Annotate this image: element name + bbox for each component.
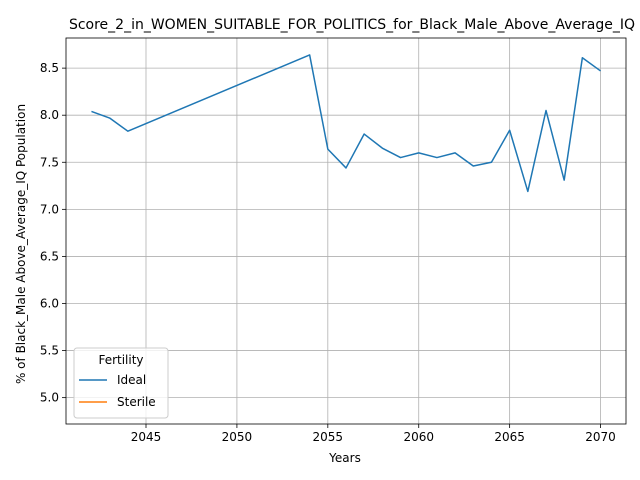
- legend-label-sterile: Sterile: [117, 395, 156, 409]
- x-axis-label: Years: [328, 451, 361, 465]
- legend-entries: Ideal Sterile: [79, 373, 156, 409]
- y-tick-label: 7.0: [40, 202, 59, 216]
- series-layer: [91, 54, 601, 193]
- series-line-ideal: [91, 54, 601, 193]
- y-axis-label: % of Black_Male Above_Average_IQ Populat…: [14, 104, 28, 384]
- y-tick-label: 8.0: [40, 108, 59, 122]
- legend-box: [73, 347, 169, 419]
- x-axis-ticks: 2045 2050 2055 2060 2065 2070: [131, 424, 616, 444]
- x-tick-label: 2070: [585, 430, 616, 444]
- legend: Fertility Ideal Sterile: [73, 347, 169, 419]
- y-tick-label: 6.0: [40, 296, 59, 310]
- x-tick-label: 2055: [313, 430, 344, 444]
- x-tick-label: 2050: [222, 430, 253, 444]
- y-axis-ticks: 5.0 5.5 6.0 6.5 7.0 7.5 8.0 8.5: [40, 61, 66, 405]
- x-tick-label: 2060: [403, 430, 434, 444]
- y-tick-label: 5.0: [40, 391, 59, 405]
- y-tick-label: 6.5: [40, 249, 59, 263]
- legend-title: Fertility: [98, 353, 143, 367]
- chart-title: Score_2_in_WOMEN_SUITABLE_FOR_POLITICS_f…: [69, 17, 635, 33]
- plot-frame: [65, 37, 627, 425]
- x-tick-label: 2065: [494, 430, 525, 444]
- grid-lines: [66, 38, 626, 424]
- y-tick-label: 7.5: [40, 155, 59, 169]
- legend-label-ideal: Ideal: [117, 373, 146, 387]
- x-tick-label: 2045: [131, 430, 162, 444]
- y-tick-label: 8.5: [40, 61, 59, 75]
- y-tick-label: 5.5: [40, 344, 59, 358]
